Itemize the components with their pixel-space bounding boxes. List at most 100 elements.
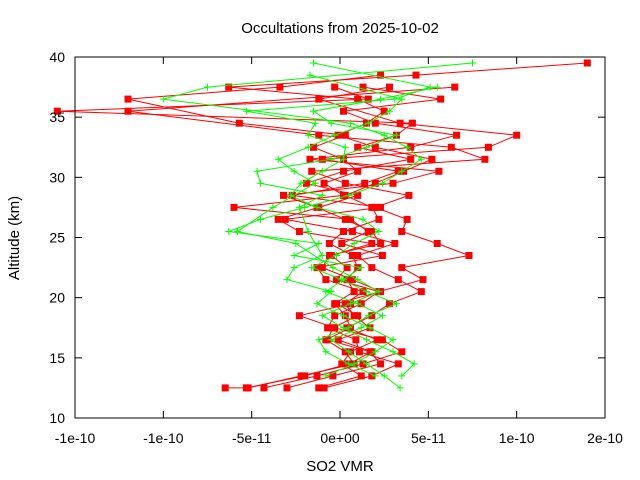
series-0-point <box>235 119 243 127</box>
x-tick-label: -1e-10 <box>55 430 96 446</box>
series-1-point <box>338 276 346 284</box>
series-0-point <box>302 179 310 187</box>
series-1-point <box>364 119 372 127</box>
series-1-point <box>354 300 362 308</box>
series-1-point <box>380 372 388 380</box>
series-0-point <box>366 348 374 356</box>
series-0-point <box>371 143 379 151</box>
series-1-point <box>287 191 294 199</box>
series-1-point <box>315 336 323 344</box>
series-0-point <box>354 143 362 151</box>
y-tick-label: 15 <box>49 350 65 366</box>
series-0-point <box>324 324 332 332</box>
series-0-point <box>313 372 321 380</box>
series-0-point <box>394 276 402 284</box>
series-0-point <box>386 83 393 91</box>
series-1-point <box>340 155 347 163</box>
y-tick-label: 25 <box>49 230 65 246</box>
series-0-point <box>405 191 413 199</box>
series-0-point <box>357 372 365 380</box>
series-0-point <box>320 384 328 392</box>
series-0-point <box>340 228 347 235</box>
series-0-point <box>419 276 427 284</box>
series-0-point <box>295 228 303 235</box>
series-1-point <box>313 203 321 211</box>
series-1-point <box>274 155 282 163</box>
y-tick-label: 30 <box>49 169 65 185</box>
series-1-point <box>363 288 370 296</box>
series-1-point <box>242 107 250 115</box>
series-0-point <box>260 384 268 392</box>
series-0-point <box>354 252 362 259</box>
series-1-point <box>306 71 314 79</box>
series-1-point <box>363 336 370 344</box>
series-0-point <box>377 71 385 79</box>
series-1-point <box>363 360 370 368</box>
series-0-point <box>389 179 397 187</box>
series-0-point <box>341 131 349 139</box>
x-tick-label: 2e-10 <box>587 430 623 446</box>
series-1-point <box>308 264 316 272</box>
series-0-point <box>350 288 358 296</box>
series-1-point <box>393 131 400 139</box>
x-tick-label: -5e-11 <box>232 430 272 446</box>
series-1-point <box>292 240 300 247</box>
series-0-point <box>407 155 415 163</box>
series-0-point <box>315 131 323 139</box>
series-1-point <box>389 348 397 356</box>
series-0-point <box>318 155 326 163</box>
series-1-point <box>359 215 367 223</box>
y-tick-label: 10 <box>49 410 65 426</box>
series-0-point <box>371 203 379 211</box>
series-1-point <box>304 143 312 151</box>
series-0-point <box>352 336 360 344</box>
series-0-point <box>394 360 402 368</box>
series-0-point <box>306 155 314 163</box>
series-1-point <box>340 312 347 320</box>
series-0-point <box>280 191 287 199</box>
series-1-point <box>417 155 425 163</box>
series-0-point <box>315 384 323 392</box>
series-1-point <box>322 372 330 380</box>
series-0-point <box>333 300 340 308</box>
series-1-point <box>345 324 353 332</box>
series-1-point <box>378 179 386 187</box>
x-tick-label: 1e-10 <box>499 430 535 446</box>
y-axis-label: Altitude (km) <box>6 196 23 280</box>
series-0-point <box>341 215 349 223</box>
series-0-point <box>378 336 386 344</box>
series-0-point <box>124 107 132 115</box>
series-0-point <box>340 167 347 175</box>
series-0-point <box>377 203 385 211</box>
series-0-profile-0-line <box>225 62 588 389</box>
series-1-point <box>297 179 305 187</box>
series-0-point <box>310 143 317 151</box>
series-0-point <box>350 312 358 320</box>
series-0-point <box>320 179 328 187</box>
series-1-point <box>357 324 365 332</box>
series-0-point <box>348 276 356 284</box>
series-0-point <box>348 252 356 259</box>
series-0-point <box>407 143 415 151</box>
series-1-point <box>398 372 406 380</box>
series-0-point <box>368 228 376 235</box>
series-0-point <box>364 95 372 103</box>
series-1-point <box>290 167 298 175</box>
series-0-point <box>340 107 347 115</box>
series-1-point <box>327 155 335 163</box>
series-0-point <box>324 336 332 344</box>
series-0-point <box>378 252 386 259</box>
series-0-point <box>124 95 132 103</box>
series-0-point <box>435 167 443 175</box>
series-0-point <box>451 83 459 91</box>
series-0-point <box>484 143 492 151</box>
series-1-point <box>331 131 339 139</box>
series-0-point <box>375 215 383 223</box>
series-1-profile-0-line <box>163 62 473 389</box>
series-1-point <box>357 264 365 272</box>
series-0-point <box>331 83 339 91</box>
series-0-point <box>371 119 379 127</box>
series-1-point <box>375 288 383 296</box>
series-0-point <box>318 264 326 272</box>
